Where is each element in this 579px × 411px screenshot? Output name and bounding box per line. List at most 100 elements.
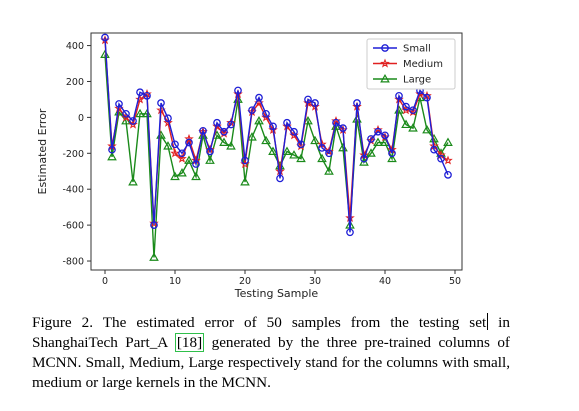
legend-label: Medium [403,59,443,70]
data-point [262,109,270,118]
data-point [310,135,320,145]
data-point [143,91,151,100]
data-point [395,91,403,100]
data-point [157,99,165,107]
data-point [206,147,214,156]
caption-text-2: in ShanghaiTech Part_A [32,314,510,351]
data-point [129,117,137,125]
data-point [108,145,116,154]
data-point [226,141,236,150]
data-point [149,252,159,261]
data-point [408,123,418,132]
x-tick-label: 40 [379,276,391,287]
data-point [164,114,172,123]
data-point [311,99,319,107]
x-axis-label: Testing Sample [234,287,319,300]
y-tick-label: 0 [78,113,84,124]
x-tick-label: 0 [102,276,108,287]
citation-link[interactable]: [18] [174,333,205,352]
data-point [136,88,144,97]
legend-box [366,38,456,90]
data-point [234,86,242,95]
data-point [430,145,438,154]
data-point [443,155,453,165]
data-point [303,115,313,125]
data-point [107,151,117,161]
figure-caption: Figure 2. The estimated error of 50 samp… [32,313,510,393]
data-point [192,160,200,168]
data-point [163,141,173,150]
data-point [163,117,173,127]
data-point [353,99,361,107]
legend: Small Medium Large [366,38,456,90]
data-point [374,127,382,136]
data-point [268,146,278,155]
data-point [100,49,110,58]
data-point [402,102,410,111]
data-point [422,124,432,134]
data-point [436,150,446,160]
data-point [297,140,305,149]
data-point [184,155,194,164]
data-point [317,153,327,163]
data-point [171,140,179,149]
y-axis-label: Estimated Error [36,108,49,194]
data-point [387,153,397,163]
data-point [115,100,123,108]
legend-label: Large [403,75,431,86]
data-point [185,138,193,147]
legend-label: Small [403,44,431,55]
data-point [205,155,215,164]
data-point [444,170,452,179]
data-point [101,33,109,42]
data-point [261,135,271,145]
data-point [135,94,145,104]
caption-text-3: generated by the three pre-trained colum… [32,334,510,391]
y-tick-label: 200 [66,77,84,88]
data-point [150,221,158,229]
data-point [443,137,453,146]
x-tick-label: 30 [309,276,321,287]
data-point [184,133,194,144]
data-point [199,127,207,135]
data-point [318,144,326,152]
legend-marker [381,44,389,52]
data-point [275,166,285,176]
data-point [247,132,257,141]
data-point [401,119,411,129]
data-point [191,171,201,181]
data-point [170,171,180,181]
data-point [409,106,417,115]
y-tick-label: -600 [62,221,84,232]
x-tick-label: 50 [449,276,461,287]
data-point [296,153,306,163]
data-point [388,149,396,158]
data-point [227,120,235,129]
x-tick-label: 10 [169,276,181,287]
legend-marker [380,58,390,68]
data-point [128,177,138,186]
data-point [367,135,375,143]
y-tick-label: -800 [62,257,84,268]
data-point [255,93,263,102]
data-point [240,177,250,186]
data-point [269,122,277,131]
data-point [423,93,431,102]
data-point [437,154,445,163]
data-point [373,137,383,146]
data-point [142,108,152,118]
data-point [177,168,187,177]
chart: 0 10 20 30 40 50 -800 -600 -400 -200 0 200 400 Testin… [36,32,463,300]
data-point [381,131,389,140]
data-point [360,154,368,163]
data-point [178,149,186,158]
data-point [282,146,292,155]
data-point [290,127,298,136]
data-point [325,149,333,158]
data-point [254,115,264,125]
data-point [332,118,340,127]
y-tick-label: -200 [62,149,84,160]
data-point [248,106,256,115]
data-point [122,109,130,118]
data-point [241,156,249,165]
